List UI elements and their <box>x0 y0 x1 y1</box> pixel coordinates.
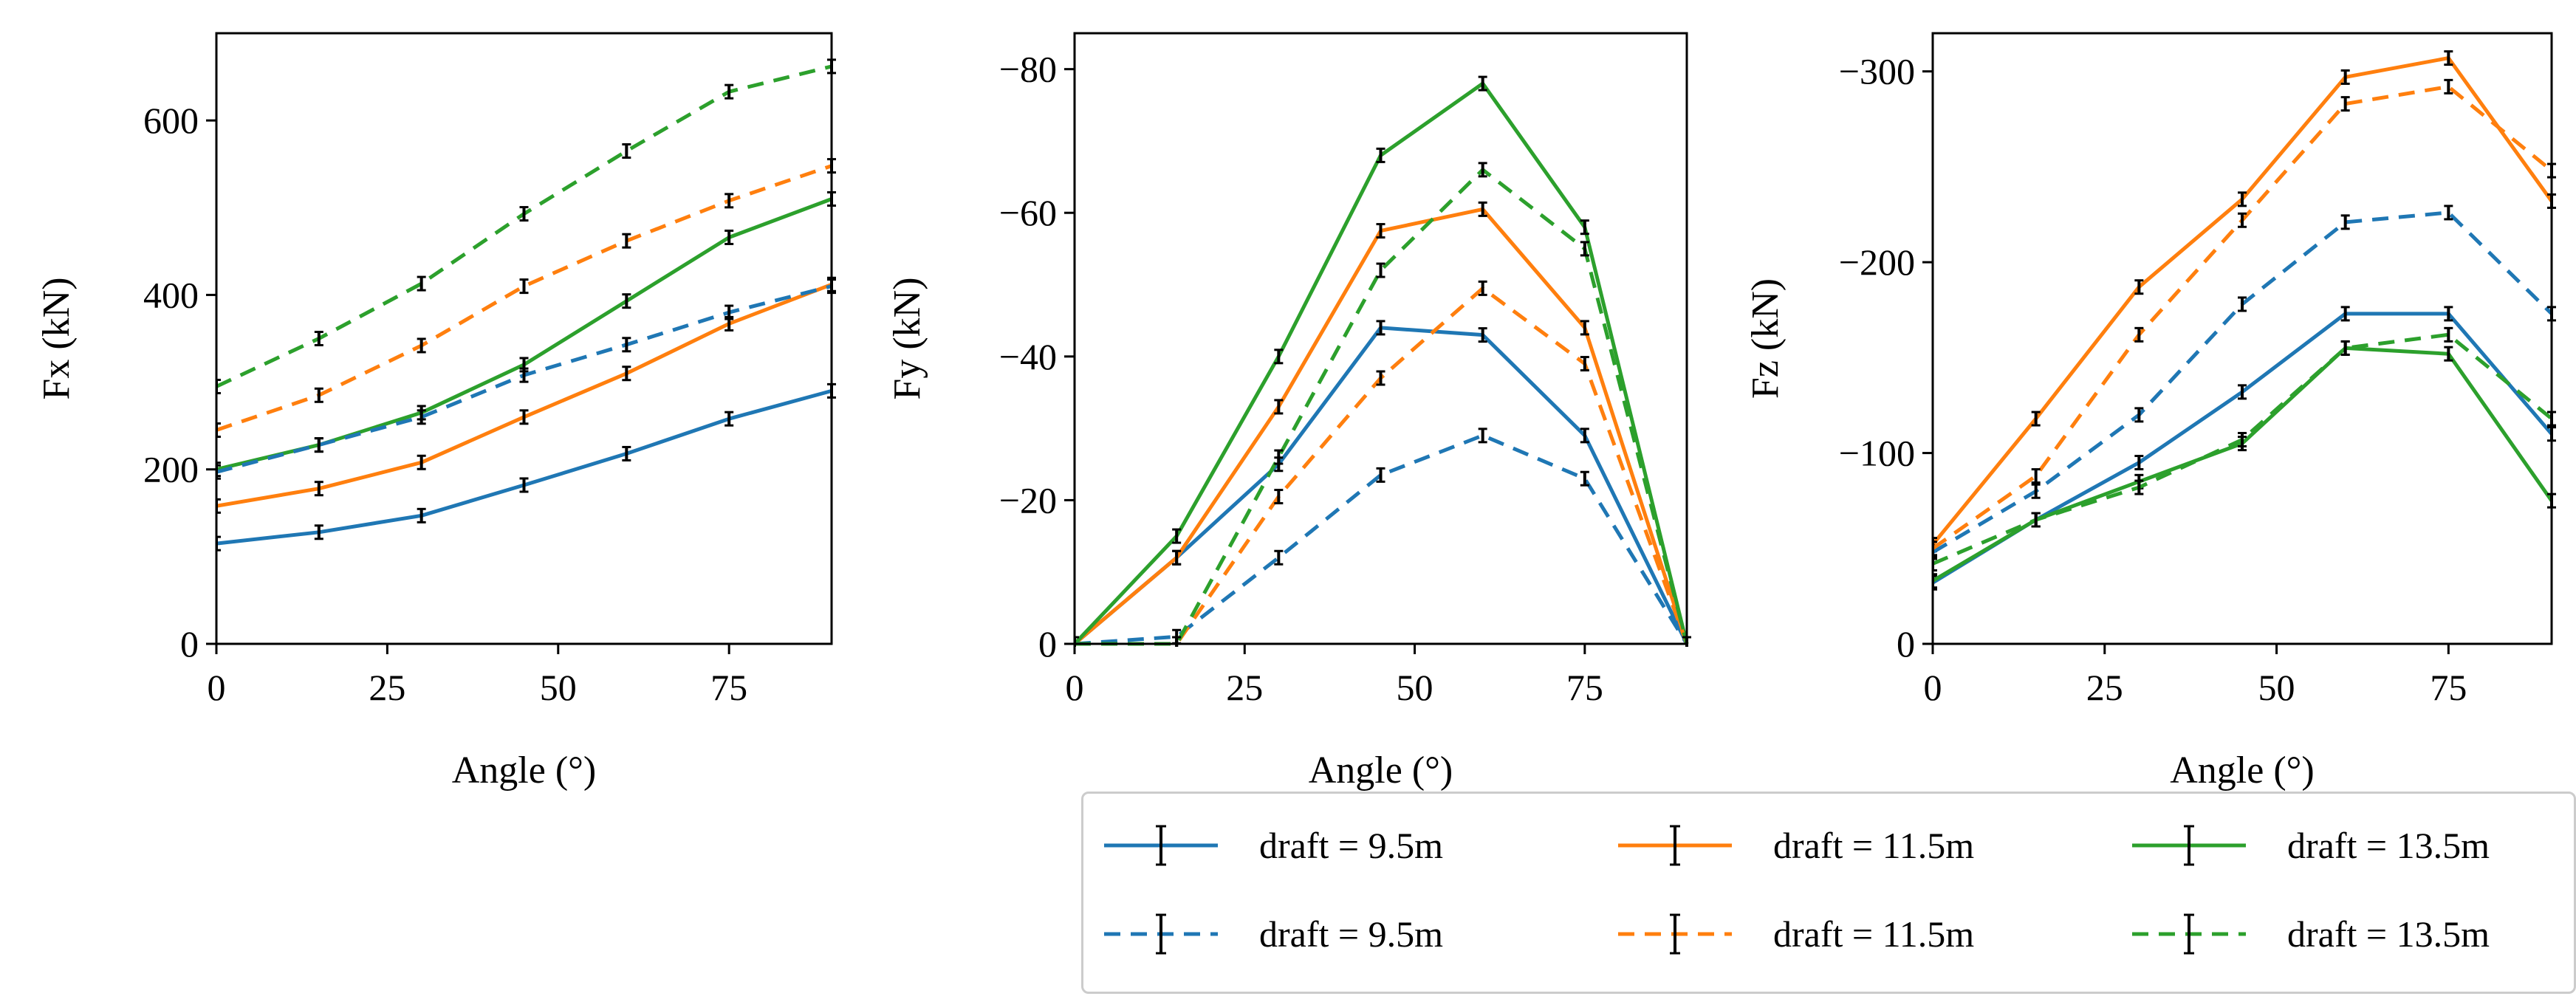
y-tick-label: −100 <box>1839 433 1915 474</box>
x-tick-label: 50 <box>540 667 577 708</box>
legend-label: draft = 9.5m <box>1259 825 1443 866</box>
chart-panel-2: 0 25 50 75 0 −20 −40 −60 −80 Angle (°) Fy (kN) <box>886 32 1691 792</box>
y-axis-label: Fz (kN) <box>1744 278 1787 399</box>
series-line <box>1933 346 2554 583</box>
x-tick-label: 0 <box>1924 667 1942 708</box>
legend: draft = 9.5m draft = 9.5m draft = 11.5m … <box>1081 792 2576 994</box>
y-axis-label: Fx (kN) <box>35 277 78 399</box>
legend-label: draft = 11.5m <box>1773 825 1975 866</box>
x-tick-label: 75 <box>1566 667 1603 708</box>
legend-label: draft = 13.5m <box>2287 913 2490 955</box>
legend-swatch-13-5m-dashed <box>2132 913 2246 955</box>
x-tick-label: 75 <box>710 667 747 708</box>
x-axis-label: Angle (°) <box>2170 749 2315 792</box>
series-line <box>1075 168 1689 646</box>
axes-frame <box>1073 32 1688 645</box>
x-tick-label: 75 <box>2430 667 2467 708</box>
y-tick-label: 0 <box>1038 623 1057 665</box>
chart-panel-1: 0 25 50 75 0 200 400 600 Angle (°) Fx (kN) <box>35 32 836 792</box>
x-axis-label: Angle (°) <box>1309 749 1453 792</box>
x-tick-label: 25 <box>369 667 405 708</box>
y-tick-label: −80 <box>999 49 1057 90</box>
legend-swatch-11-5m-solid <box>1618 825 1732 866</box>
y-tick-label: 200 <box>143 449 199 490</box>
legend-entry: draft = 9.5m <box>1098 816 1443 875</box>
legend-label: draft = 9.5m <box>1259 913 1443 955</box>
x-tick-label: 50 <box>1397 667 1433 708</box>
legend-swatch-11-5m-dashed <box>1618 913 1732 955</box>
axes-frame <box>1931 32 2553 645</box>
x-tick-label: 50 <box>2258 667 2295 708</box>
legend-swatch-9-5m-dashed <box>1104 913 1218 955</box>
series-line <box>216 164 832 432</box>
y-tick-label: 0 <box>180 623 199 665</box>
y-tick-label: −200 <box>1839 241 1915 283</box>
legend-swatch-13-5m-solid <box>2132 825 2246 866</box>
y-tick-label: 0 <box>1897 623 1915 665</box>
series-line <box>216 282 832 508</box>
series-group <box>1075 75 1691 647</box>
y-tick-label: −300 <box>1839 51 1915 92</box>
legend-label: draft = 11.5m <box>1773 913 1975 955</box>
series-group <box>216 58 836 552</box>
legend-entry: draft = 9.5m <box>1098 904 1443 964</box>
legend-entry: draft = 11.5m <box>1612 816 1974 875</box>
series-line <box>216 197 832 472</box>
legend-entry: draft = 13.5m <box>2126 904 2490 964</box>
x-tick-label: 0 <box>208 667 226 708</box>
x-axis-label: Angle (°) <box>452 749 597 792</box>
legend-entry: draft = 13.5m <box>2126 816 2490 875</box>
series-group <box>1933 50 2556 591</box>
series-line <box>1933 210 2553 555</box>
series-line <box>1075 286 1689 646</box>
y-axis-label: Fy (kN) <box>886 277 928 399</box>
y-tick-label: 600 <box>143 100 199 141</box>
x-tick-label: 25 <box>2086 667 2123 708</box>
legend-entry: draft = 11.5m <box>1612 904 1974 964</box>
series-line <box>1933 84 2553 550</box>
y-tick-label: −40 <box>999 336 1057 377</box>
y-tick-label: 400 <box>143 274 199 315</box>
axes-frame <box>215 32 833 645</box>
series-line <box>1075 433 1689 646</box>
x-tick-label: 25 <box>1226 667 1263 708</box>
chart-panel-3: 0 25 50 75 0 −100 −200 −300 Angle (°) Fz (kN) <box>1744 32 2556 792</box>
x-tick-label: 0 <box>1066 667 1084 708</box>
legend-swatch-9-5m-solid <box>1104 825 1218 866</box>
y-tick-label: −60 <box>999 192 1057 233</box>
series-line <box>216 64 832 388</box>
legend-label: draft = 13.5m <box>2287 825 2490 866</box>
y-tick-label: −20 <box>999 479 1057 521</box>
